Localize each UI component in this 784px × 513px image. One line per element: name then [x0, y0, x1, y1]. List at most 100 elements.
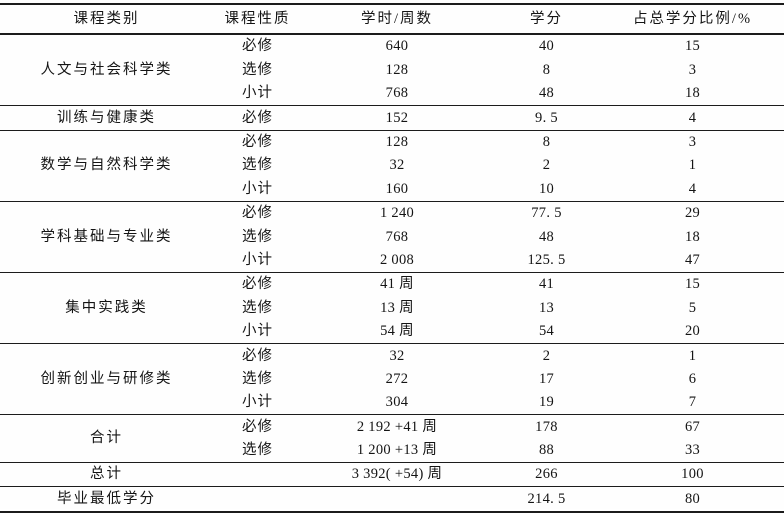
hours-cell: 768 [385, 85, 409, 102]
percent-cell: 3 [688, 61, 697, 78]
table-row: 小计 54 周 54 20 [0, 320, 784, 344]
credits-cell: 214. 5 [492, 486, 601, 512]
percent-cell: 1 [601, 343, 784, 368]
nature-cell [213, 486, 302, 512]
credits-cell: 88 [538, 442, 555, 459]
percent-cell: 20 [684, 323, 701, 340]
percent-cell: 18 [684, 85, 701, 102]
credits-cell: 178 [492, 414, 601, 439]
category-cell: 总计 [0, 462, 213, 487]
table-row: 选修 1 200 +13 周 88 33 [0, 439, 784, 463]
percent-cell: 3 [601, 129, 784, 154]
table-row: 创新创业与研修类 必修 32 2 1 [0, 343, 784, 415]
hours-cell: 32 [389, 157, 405, 174]
nature-cell [213, 462, 302, 487]
percent-cell: 6 [688, 370, 697, 387]
percent-cell: 47 [684, 251, 701, 268]
hours-cell [302, 486, 492, 512]
hours-cell: 304 [385, 394, 409, 411]
nature-cell: 必修 [213, 129, 302, 154]
percent-cell: 5 [688, 299, 697, 316]
credits-cell: 48 [538, 85, 555, 102]
percent-cell: 1 [688, 157, 697, 174]
table-row: 训练与健康类 必修 152 9. 5 4 [0, 105, 784, 131]
table-row: 小计 160 10 4 [0, 177, 784, 201]
table-row: 集中实践类 必修 41 周 41 15 [0, 271, 784, 344]
hours-cell: 1 200 +13 周 [356, 442, 438, 459]
header-hours: 学时/周数 [302, 4, 492, 35]
table-row: 选修 32 2 1 [0, 154, 784, 177]
nature-cell: 必修 [213, 414, 302, 439]
header-nature: 课程性质 [213, 4, 302, 35]
percent-cell: 29 [601, 200, 784, 226]
nature-cell: 选修 [242, 228, 273, 245]
percent-cell: 80 [601, 486, 784, 512]
header-credits: 学分 [492, 4, 601, 35]
table-row: 小计 304 19 7 [0, 391, 784, 415]
credits-cell: 54 [538, 323, 555, 340]
hours-cell: 272 [385, 370, 409, 387]
hours-cell: 41 周 [302, 271, 492, 297]
percent-cell: 18 [684, 228, 701, 245]
credits-cell: 48 [538, 228, 555, 245]
credits-cell: 13 [538, 299, 555, 316]
hours-cell: 768 [385, 228, 409, 245]
credits-cell: 40 [492, 33, 601, 59]
credits-cell: 8 [542, 61, 551, 78]
table-row: 人文与社会科学类 必修 640 40 15 [0, 33, 784, 106]
category-cell: 数学与自然科学类 [0, 129, 213, 202]
category-cell: 合计 [0, 414, 213, 463]
table-row: 选修 13 周 13 5 [0, 296, 784, 319]
hours-cell: 152 [302, 105, 492, 131]
category-cell: 训练与健康类 [0, 105, 213, 131]
hours-cell: 160 [385, 180, 409, 197]
nature-cell: 必修 [213, 105, 302, 131]
table-row: 数学与自然科学类 必修 128 8 3 [0, 129, 784, 202]
hours-cell: 3 392( +54) 周 [302, 462, 492, 487]
percent-cell: 100 [601, 462, 784, 487]
credits-cell: 125. 5 [527, 251, 566, 268]
table-row: 合计 必修 2 192 +41 周 178 67 [0, 414, 784, 463]
category-cell: 学科基础与专业类 [0, 200, 213, 273]
table-row: 选修 128 8 3 [0, 58, 784, 81]
nature-cell: 选修 [242, 370, 273, 387]
category-cell: 集中实践类 [0, 271, 213, 344]
nature-cell: 小计 [242, 394, 273, 411]
hours-cell: 2 008 [379, 251, 415, 268]
header-category: 课程类别 [0, 4, 213, 35]
nature-cell: 选修 [242, 299, 273, 316]
credits-cell: 9. 5 [492, 105, 601, 131]
header-row: 课程类别 课程性质 学时/周数 学分 占总学分比例/% [0, 4, 784, 35]
credits-cell: 17 [538, 370, 555, 387]
table-row: 学科基础与专业类 必修 1 240 77. 5 29 [0, 200, 784, 273]
percent-cell: 15 [601, 33, 784, 59]
hours-cell: 54 周 [380, 323, 414, 340]
percent-cell: 67 [601, 414, 784, 439]
table-row: 选修 272 17 6 [0, 367, 784, 390]
percent-cell: 4 [601, 105, 784, 131]
nature-cell: 小计 [242, 180, 273, 197]
percent-cell: 4 [688, 180, 697, 197]
category-cell: 人文与社会科学类 [0, 33, 213, 106]
category-cell: 创新创业与研修类 [0, 343, 213, 415]
table-row: 总计 3 392( +54) 周 266 100 [0, 462, 784, 487]
percent-cell: 15 [601, 271, 784, 297]
hours-cell: 128 [385, 61, 409, 78]
hours-cell: 640 [302, 33, 492, 59]
credits-cell: 77. 5 [492, 200, 601, 226]
credits-cell: 2 [542, 157, 551, 174]
hours-cell: 1 240 [302, 200, 492, 226]
nature-cell: 选修 [242, 61, 273, 78]
nature-cell: 必修 [213, 343, 302, 368]
credits-cell: 10 [538, 180, 555, 197]
nature-cell: 小计 [242, 323, 273, 340]
nature-cell: 小计 [242, 85, 273, 102]
percent-cell: 7 [688, 394, 697, 411]
nature-cell: 必修 [213, 33, 302, 59]
nature-cell: 必修 [213, 200, 302, 226]
nature-cell: 选修 [242, 157, 273, 174]
nature-cell: 小计 [242, 251, 273, 268]
hours-cell: 2 192 +41 周 [302, 414, 492, 439]
nature-cell: 选修 [242, 442, 273, 459]
